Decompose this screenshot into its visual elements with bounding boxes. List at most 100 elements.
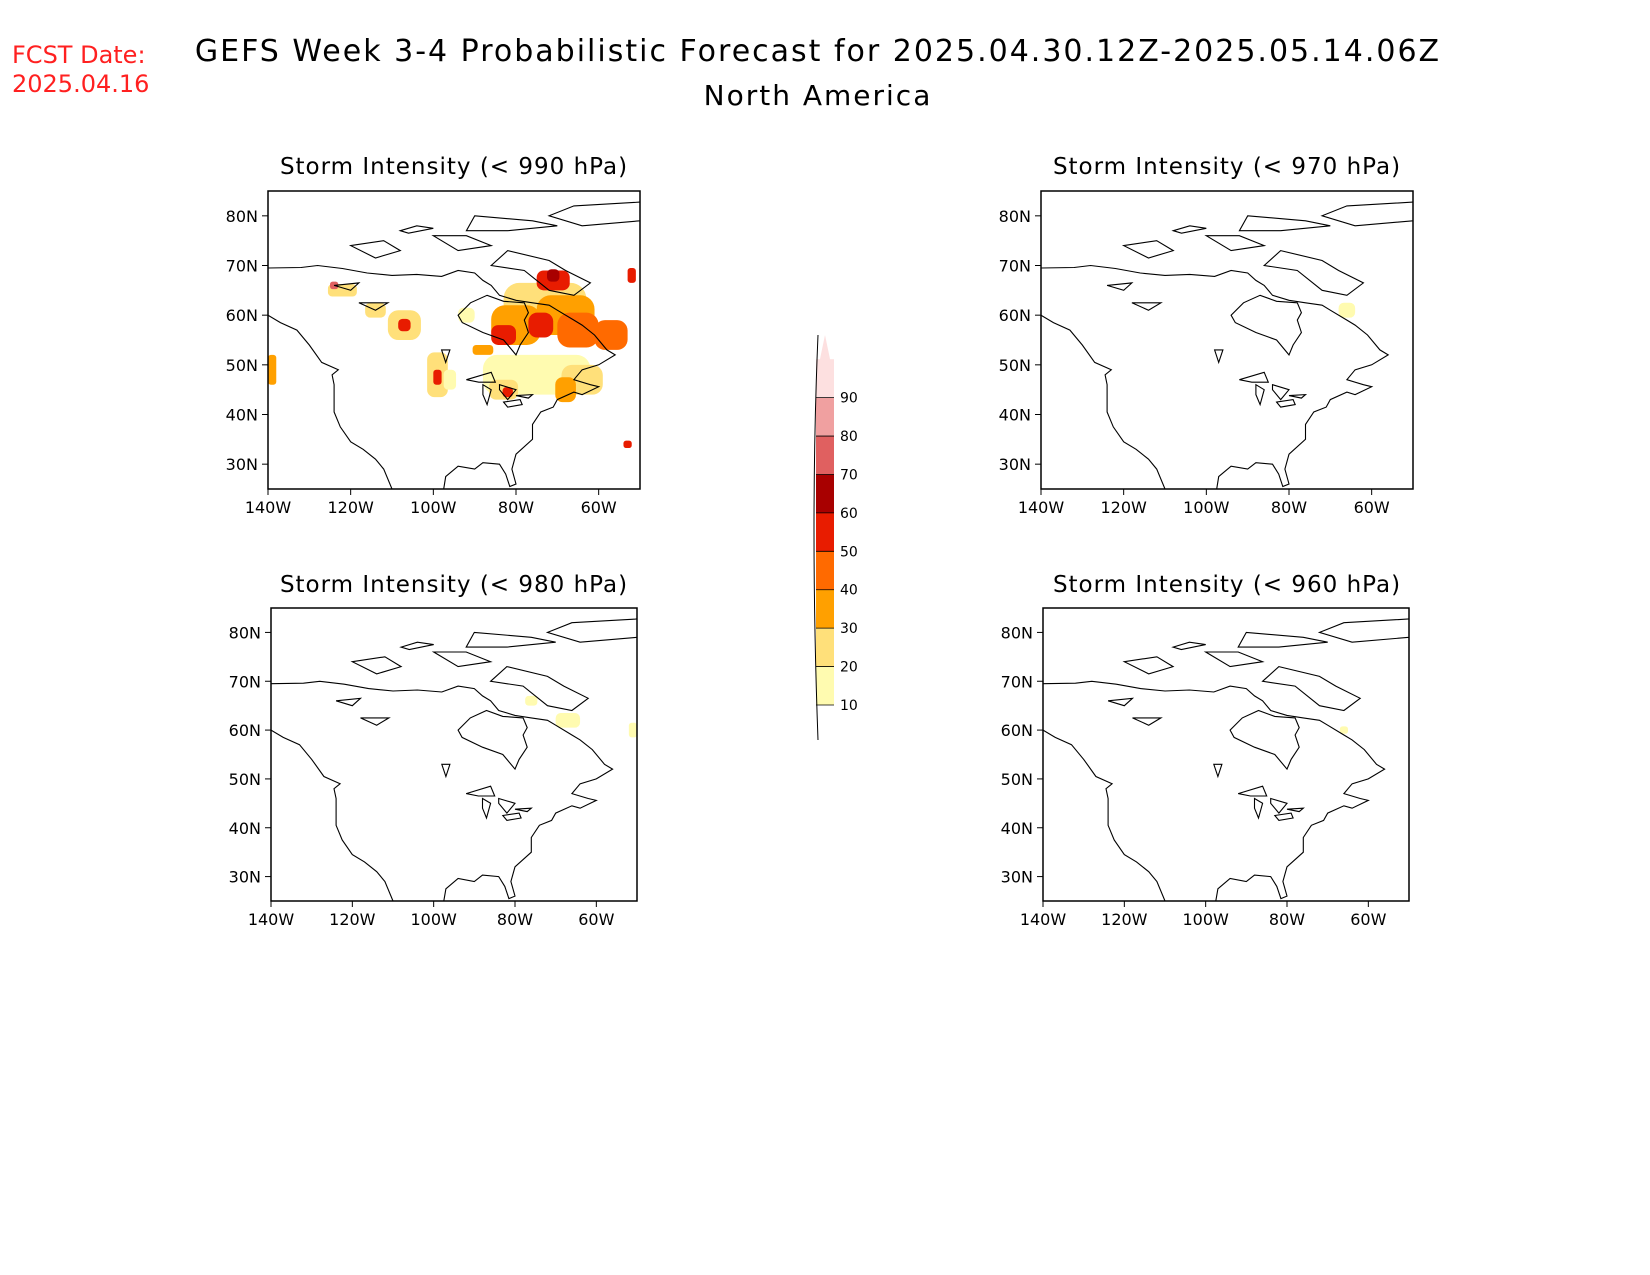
lon-tick-label: 60W [1350,910,1386,929]
probability-field [1338,302,1356,318]
lon-tick-label: 140W [248,910,295,929]
lat-tick-label: 80N [229,623,261,642]
panel-990: Storm Intensity (< 990 hPa) 140W 120W 100W… [226,154,641,517]
lat-tick-label: 50N [229,770,261,789]
lat-tick-label: 50N [1001,770,1033,789]
colorbar-label: 90 [840,391,858,407]
lat-tick-label: 60N [1001,721,1033,740]
colorbar-edge [813,334,819,741]
lat-tick-label: 60N [229,721,261,740]
colorbar-label: 20 [840,660,858,676]
probability-field [525,695,637,738]
probability-cell [623,440,632,449]
probability-field [268,267,636,449]
lat-tick-label: 40N [999,406,1031,425]
lon-tick-label: 80W [1271,498,1307,517]
page-title: GEFS Week 3-4 Probabilistic Forecast for… [195,34,1441,69]
colorbar: 10 20 30 40 50 60 70 80 90 [813,334,858,741]
colorbar-segment [816,666,834,705]
lon-tick-label: 120W [329,910,376,929]
lat-tick-label: 80N [226,207,258,226]
lon-tick-label: 100W [1182,910,1229,929]
colorbar-segment [816,551,834,590]
probability-cell [594,320,628,350]
lat-tick-label: 40N [226,406,258,425]
fcst-date-label: FCST Date: [12,41,146,69]
probability-cell [398,318,411,332]
coastline [268,201,640,489]
lon-tick-label: 120W [327,498,374,517]
colorbar-label: 70 [840,467,858,483]
panel-title: Storm Intensity (< 990 hPa) [280,154,628,180]
colorbar-segment [816,359,834,398]
probability-cell [628,722,637,738]
lon-tick-label: 120W [1100,498,1147,517]
lat-tick-label: 70N [999,257,1031,276]
lat-tick-label: 40N [229,819,261,838]
probability-cell [555,712,581,728]
probability-cell [528,312,554,338]
colorbar-label: 40 [840,583,858,599]
panel-title: Storm Intensity (< 960 hPa) [1053,572,1401,598]
coastline [1041,201,1413,489]
probability-cell [433,369,442,385]
lon-tick-label: 100W [410,498,457,517]
colorbar-label: 10 [840,698,858,714]
colorbar-label: 30 [840,621,858,637]
probability-cell [491,325,516,345]
lat-tick-label: 70N [229,672,261,691]
lon-tick-label: 60W [578,910,614,929]
panel-title: Storm Intensity (< 980 hPa) [280,572,628,598]
fcst-date-value: 2025.04.16 [12,70,149,98]
lon-tick-label: 60W [581,498,617,517]
coastline [271,618,637,901]
lon-tick-label: 120W [1101,910,1148,929]
map-frame [1040,190,1414,490]
colorbar-segment [816,589,834,629]
lat-tick-label: 30N [1001,868,1033,887]
colorbar-segment [816,436,834,475]
probability-cell [547,269,560,282]
probability-field [1339,726,1348,734]
probability-cell [268,354,277,385]
probability-cell [1338,302,1356,318]
lon-tick-label: 80W [497,910,533,929]
lat-tick-label: 50N [999,356,1031,375]
lat-tick-label: 50N [226,356,258,375]
lat-tick-label: 30N [999,455,1031,474]
lon-tick-label: 100W [1183,498,1230,517]
probability-cell [557,312,599,348]
lon-tick-label: 140W [1018,498,1065,517]
lon-tick-label: 140W [1020,910,1067,929]
panel-960: Storm Intensity (< 960 hPa) 140W 120W 100W… [1001,572,1410,929]
lon-tick-label: 100W [410,910,457,929]
lon-tick-label: 80W [1269,910,1305,929]
lat-tick-label: 70N [226,257,258,276]
panel-980: Storm Intensity (< 980 hPa) 140W 120W 100W… [229,572,638,929]
panel-title: Storm Intensity (< 970 hPa) [1053,154,1401,180]
coastline [1043,618,1409,901]
colorbar-segment [816,474,834,513]
probability-cell [627,267,636,283]
probability-cell [525,695,538,706]
panel-970: Storm Intensity (< 970 hPa) 140W 120W 100W… [999,154,1414,517]
colorbar-segment [816,628,834,667]
lat-tick-label: 60N [226,306,258,325]
lat-tick-label: 70N [1001,672,1033,691]
colorbar-label: 80 [840,429,858,445]
probability-cell [472,344,494,355]
map-frame [267,190,641,490]
lat-tick-label: 60N [999,306,1031,325]
colorbar-label: 60 [840,506,858,522]
probability-cell [555,377,576,403]
lon-tick-label: 60W [1354,498,1390,517]
lat-tick-label: 30N [229,868,261,887]
colorbar-segment [816,512,834,552]
colorbar-segment [816,397,834,437]
map-frame [1042,607,1410,902]
probability-cell [443,369,457,390]
probability-cell [1339,726,1348,734]
lat-tick-label: 40N [1001,819,1033,838]
page-subtitle: North America [704,79,933,112]
probability-cell [502,387,513,398]
